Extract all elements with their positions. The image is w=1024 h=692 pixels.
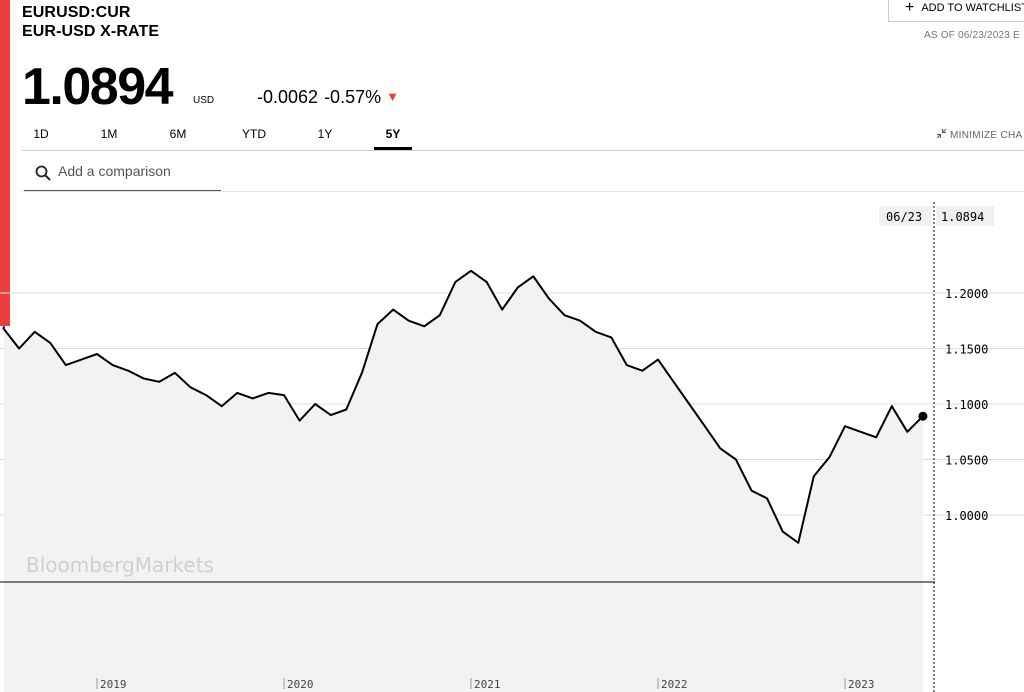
- crosshair-value-label: 1.0894: [936, 206, 994, 226]
- price-line: [2, 269, 924, 544]
- timeframe-tabs: 1D 1M 6M YTD 1Y 5Y: [22, 124, 1024, 151]
- tab-1y[interactable]: 1Y: [317, 127, 333, 141]
- tab-ytd[interactable]: YTD: [242, 127, 266, 141]
- accent-bar: [0, 0, 10, 326]
- price-change: -0.0062 -0.57% ▼: [257, 87, 399, 108]
- minimize-label: MINIMIZE CHA: [950, 130, 1023, 141]
- comparison-search[interactable]: Add a comparison: [24, 158, 221, 191]
- tab-1d[interactable]: 1D: [33, 127, 49, 141]
- x-tick-label: 2023: [848, 678, 875, 691]
- tab-1m[interactable]: 1M: [100, 127, 118, 141]
- as-of-timestamp: AS OF 06/23/2023 E: [924, 30, 1020, 41]
- search-icon: [35, 165, 51, 181]
- price-area: [3, 270, 923, 692]
- ticker-symbol: EURUSD:CUR: [22, 4, 131, 21]
- y-axis-labels: 1.2000 1.1500 1.1000 1.0500 1.0000: [945, 287, 988, 523]
- x-tick-label: 2019: [100, 678, 127, 691]
- crosshair-date: 06/23: [886, 210, 922, 224]
- x-axis-labels: 2019 2020 2021 2022 2023: [96, 678, 875, 691]
- minimize-chart-button[interactable]: MINIMIZE CHA: [936, 128, 1023, 141]
- last-price-marker: [918, 411, 928, 421]
- watermark-text: BloombergMarkets: [26, 553, 214, 577]
- down-arrow-icon: ▼: [386, 89, 399, 104]
- search-input[interactable]: Add a comparison: [58, 163, 171, 179]
- plus-icon: +: [905, 0, 915, 16]
- y-tick-label: 1.0000: [945, 509, 988, 523]
- price-chart: BloombergMarkets 06/23 1.0894 1.2000 1.15…: [0, 202, 1024, 692]
- crosshair-value: 1.0894: [941, 210, 984, 224]
- y-tick-label: 1.2000: [945, 287, 988, 301]
- x-tick-label: 2020: [287, 678, 314, 691]
- minimize-icon: [936, 128, 947, 139]
- change-percent: -0.57%: [324, 87, 382, 107]
- change-value: -0.0062: [257, 87, 319, 107]
- ticker-block: EURUSD:CUR EUR-USD X-RATE: [22, 3, 159, 41]
- y-tick-label: 1.1500: [945, 343, 988, 357]
- header-divider: [22, 191, 1024, 192]
- tab-5y[interactable]: 5Y: [374, 124, 412, 150]
- y-tick-label: 1.0500: [945, 454, 988, 468]
- y-tick-label: 1.1000: [945, 398, 988, 412]
- add-to-watchlist-button[interactable]: + ADD TO WATCHLIST: [888, 0, 1024, 22]
- watchlist-label: ADD TO WATCHLIST: [921, 2, 1024, 14]
- x-tick-label: 2021: [474, 678, 501, 691]
- tab-6m[interactable]: 6M: [169, 127, 187, 141]
- x-tick-label: 2022: [661, 678, 688, 691]
- last-price: 1.0894: [22, 58, 174, 116]
- crosshair-date-label: 06/23: [879, 206, 931, 226]
- price-currency: USD: [193, 95, 215, 106]
- ticker-name: EUR-USD X-RATE: [22, 23, 160, 40]
